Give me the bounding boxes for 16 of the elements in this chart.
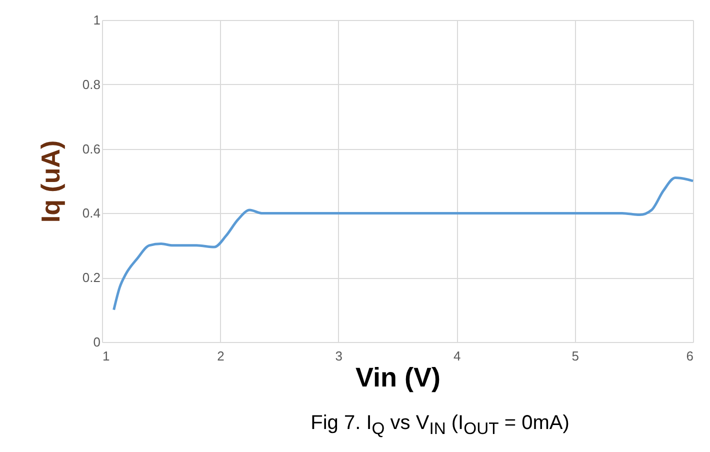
x-tick-label: 2 (217, 348, 224, 364)
y-tick-label: 1 (93, 12, 100, 28)
y-tick-label: 0.8 (82, 76, 100, 92)
y-axis-title: Iq (uA) (35, 140, 66, 223)
x-tick-label: 1 (102, 348, 110, 364)
x-tick-label: 6 (686, 348, 694, 364)
y-tick-label: 0 (93, 334, 100, 350)
y-tick-label: 0.2 (82, 270, 100, 286)
x-tick-label: 5 (572, 348, 579, 364)
x-axis-title: Vin (V) (355, 362, 441, 392)
y-tick-label: 0.4 (82, 206, 100, 221)
y-tick-label: 0.6 (82, 141, 100, 156)
x-tick-label: 4 (453, 348, 461, 364)
caption: Fig 7. I$_{Q}$ vs V$_{IN}$ (I$_{OUT}$ = 0mA) (310, 412, 570, 439)
x-tick-label: 3 (335, 348, 343, 364)
line-series (112, 176, 694, 312)
